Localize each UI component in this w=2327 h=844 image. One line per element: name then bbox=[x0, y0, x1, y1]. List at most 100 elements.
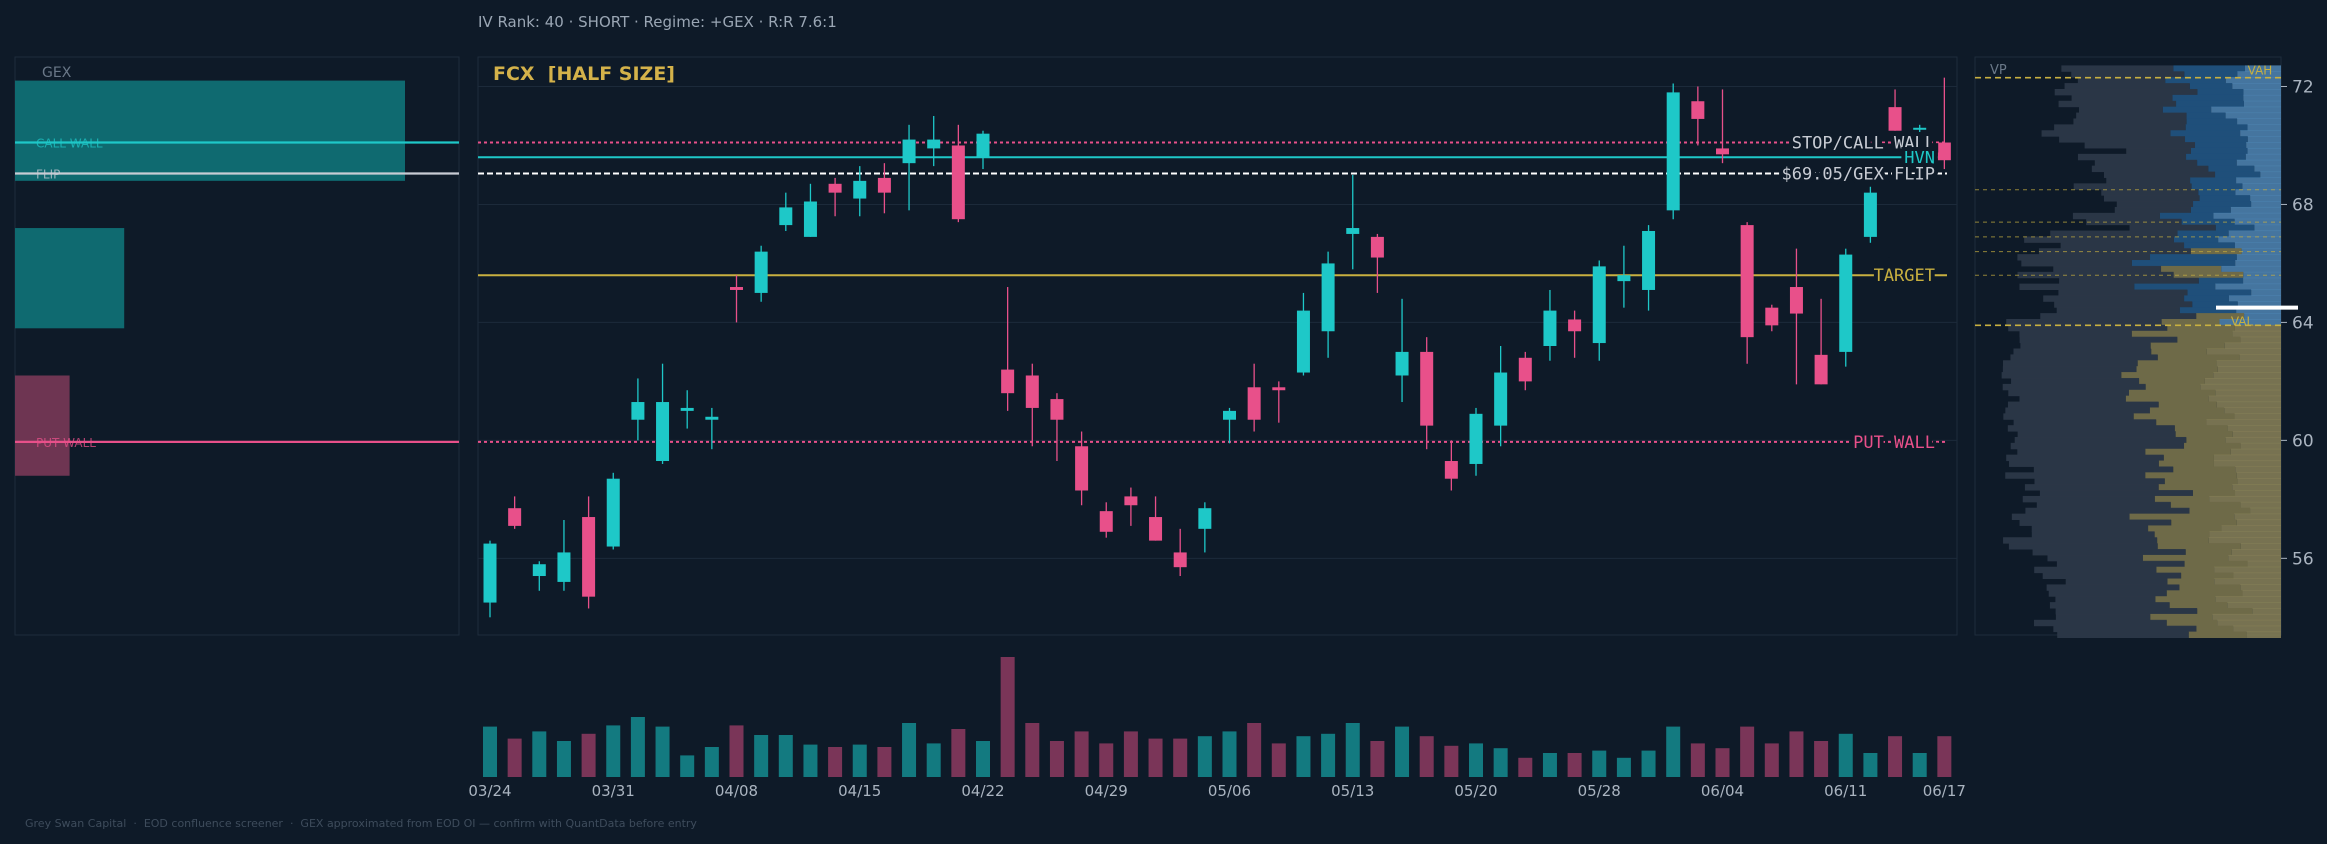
vp-bar bbox=[2240, 442, 2281, 450]
vp-bar bbox=[2244, 313, 2281, 320]
volume-bar bbox=[1148, 738, 1163, 777]
vp-bar bbox=[2184, 242, 2235, 249]
vp-bar bbox=[2173, 466, 2236, 473]
vp-bar bbox=[2173, 65, 2245, 72]
vp-bar bbox=[2163, 454, 2214, 462]
vp-bar bbox=[2192, 490, 2236, 497]
vp-bar bbox=[2184, 442, 2241, 450]
candle-body bbox=[532, 564, 546, 577]
volume-bar bbox=[1123, 731, 1138, 777]
volume-bar bbox=[680, 755, 695, 777]
vp-bar bbox=[2133, 413, 2235, 420]
volume-bar bbox=[581, 733, 596, 777]
vp-bar bbox=[2005, 472, 2146, 479]
vp-bar bbox=[2192, 301, 2238, 308]
vp-bar bbox=[2036, 501, 2171, 509]
vp-bar bbox=[2235, 189, 2281, 196]
vp-bar bbox=[2114, 206, 2191, 214]
price-panel-frame bbox=[477, 56, 1958, 636]
volume-bar bbox=[630, 717, 645, 777]
vp-bar bbox=[2057, 631, 2189, 638]
vp-bar bbox=[2003, 537, 2158, 544]
candle-body bbox=[803, 201, 817, 237]
volume-bar bbox=[1197, 736, 1212, 777]
vp-bar bbox=[2156, 419, 2207, 426]
vp-bar bbox=[2232, 330, 2281, 338]
vp-bar bbox=[2065, 578, 2168, 585]
volume-bar bbox=[1493, 748, 1508, 777]
vp-bar bbox=[2021, 260, 2132, 267]
vp-bar bbox=[2231, 549, 2281, 556]
vp-bar bbox=[2059, 277, 2199, 285]
candle-body bbox=[483, 543, 497, 603]
volume-bar bbox=[754, 735, 769, 777]
x-tick-label: 06/17 bbox=[1923, 782, 1966, 800]
volume-bar bbox=[803, 744, 818, 777]
vp-bar bbox=[2103, 195, 2200, 202]
volume-bar bbox=[483, 726, 497, 777]
volume-bar bbox=[902, 723, 917, 777]
candle-body bbox=[1050, 399, 1064, 420]
x-tick-label: 06/04 bbox=[1701, 782, 1744, 800]
x-tick-label: 04/22 bbox=[961, 782, 1004, 800]
vp-bar bbox=[2137, 360, 2217, 367]
vp-bar bbox=[2190, 206, 2231, 214]
vp-bar bbox=[2225, 77, 2281, 84]
candle-body bbox=[951, 145, 965, 220]
volume-bar bbox=[1518, 757, 1533, 777]
vp-bars bbox=[2001, 65, 2281, 638]
vp-bar bbox=[2091, 165, 2209, 173]
y-axis: 56 60 64 68 72 bbox=[2281, 77, 2314, 569]
vp-bar bbox=[2196, 625, 2234, 633]
vp-bar bbox=[2017, 448, 2146, 456]
vp-bar bbox=[2236, 159, 2281, 167]
vp-bar bbox=[2059, 136, 2186, 143]
vp-bar bbox=[2053, 625, 2197, 633]
chart-title: FCX [HALF SIZE] bbox=[493, 63, 675, 85]
volume-bar bbox=[877, 747, 892, 777]
vp-bar bbox=[2008, 389, 2130, 397]
volume-bar bbox=[655, 726, 670, 777]
vp-bar bbox=[2218, 236, 2281, 243]
vp-bar bbox=[2174, 425, 2228, 432]
vp-bar bbox=[2235, 260, 2281, 267]
volume-bar bbox=[1838, 733, 1853, 777]
volume-bar bbox=[926, 743, 941, 777]
volume-bar bbox=[1173, 738, 1188, 777]
vp-bar bbox=[2240, 543, 2281, 550]
vp-bar bbox=[2024, 484, 2159, 491]
vp-bar bbox=[2116, 201, 2194, 208]
vp-bar bbox=[2212, 613, 2281, 621]
volume-bar bbox=[1395, 726, 1410, 777]
vp-bar bbox=[2216, 360, 2281, 367]
candle-body bbox=[1913, 127, 1927, 130]
vp-bar bbox=[2228, 230, 2281, 237]
vp-bar bbox=[2060, 242, 2185, 249]
volume-bar bbox=[1764, 743, 1779, 777]
vp-bar bbox=[2250, 507, 2281, 515]
vp-bar bbox=[2227, 425, 2281, 432]
vp-bar bbox=[2150, 254, 2237, 261]
vp-bar bbox=[2156, 566, 2215, 574]
vp-bar bbox=[2224, 342, 2281, 349]
vp-bar bbox=[2215, 596, 2281, 603]
vp-bar bbox=[2166, 619, 2218, 627]
vp-bar bbox=[2236, 254, 2281, 261]
vp-bar bbox=[2208, 537, 2281, 544]
hvn-label: HVN bbox=[1904, 148, 1935, 168]
volume-bar bbox=[704, 747, 719, 777]
vp-bar bbox=[2247, 136, 2281, 143]
vp-bar bbox=[2009, 460, 2159, 467]
candle-body bbox=[1691, 101, 1705, 119]
vp-bar bbox=[2237, 71, 2281, 78]
vp-bar bbox=[2056, 307, 2180, 314]
vp-bar bbox=[2094, 159, 2198, 167]
gex-level-label: FLIP bbox=[36, 167, 60, 181]
x-tick-label: 06/11 bbox=[1824, 782, 1867, 800]
vp-bar bbox=[2170, 130, 2241, 137]
vp-bar bbox=[2170, 501, 2241, 509]
vp-bar bbox=[2013, 419, 2157, 426]
volume-bar bbox=[1690, 743, 1705, 777]
candle-body bbox=[1617, 275, 1631, 282]
